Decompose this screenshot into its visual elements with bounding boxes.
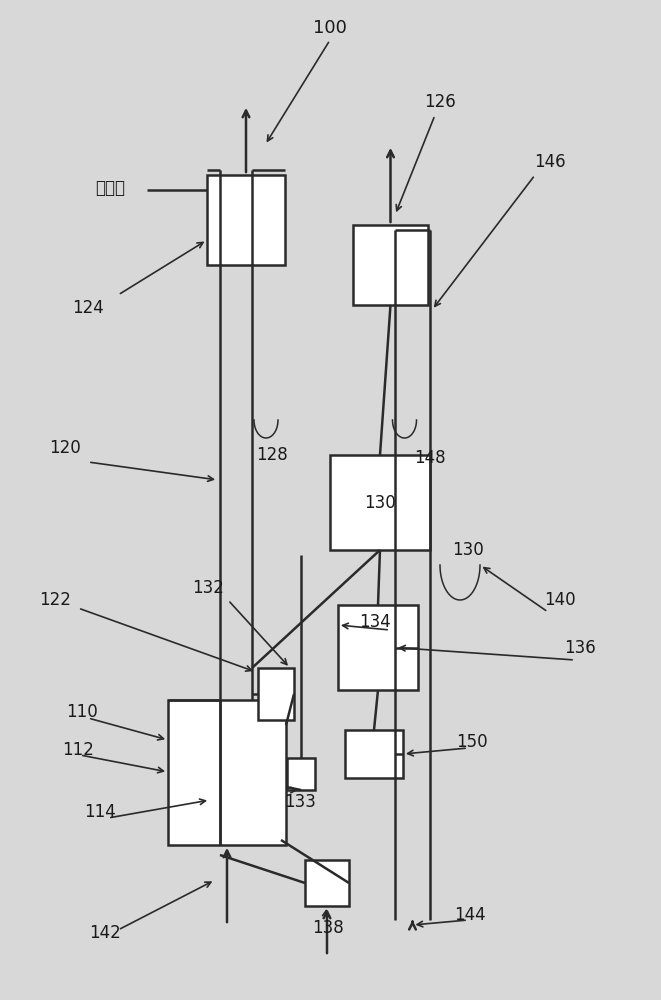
Bar: [287, 758, 315, 790]
Text: 132: 132: [192, 579, 224, 597]
Bar: [345, 730, 403, 778]
Text: 136: 136: [564, 639, 596, 657]
Text: 142: 142: [89, 924, 121, 942]
Bar: [353, 225, 428, 305]
Text: 112: 112: [62, 741, 94, 759]
Bar: [168, 700, 286, 845]
Bar: [338, 605, 418, 690]
Text: 140: 140: [544, 591, 576, 609]
Bar: [258, 668, 294, 720]
Text: 110: 110: [66, 703, 98, 721]
Text: 130: 130: [364, 493, 396, 512]
Text: 114: 114: [84, 803, 116, 821]
Bar: [330, 455, 430, 550]
Text: 150: 150: [456, 733, 488, 751]
Text: 138: 138: [312, 919, 344, 937]
Text: 148: 148: [414, 449, 446, 467]
Text: 128: 128: [256, 446, 288, 464]
Bar: [207, 175, 285, 265]
Text: 133: 133: [284, 793, 316, 811]
Text: 144: 144: [454, 906, 486, 924]
Text: 126: 126: [424, 93, 456, 111]
Text: 120: 120: [49, 439, 81, 457]
Bar: [305, 860, 349, 906]
Text: 100: 100: [313, 19, 347, 37]
Text: 130: 130: [452, 541, 484, 559]
Text: 产品流: 产品流: [95, 179, 125, 197]
Text: 146: 146: [534, 153, 566, 171]
Text: 122: 122: [39, 591, 71, 609]
Text: 124: 124: [72, 299, 104, 317]
Text: 134: 134: [359, 613, 391, 631]
